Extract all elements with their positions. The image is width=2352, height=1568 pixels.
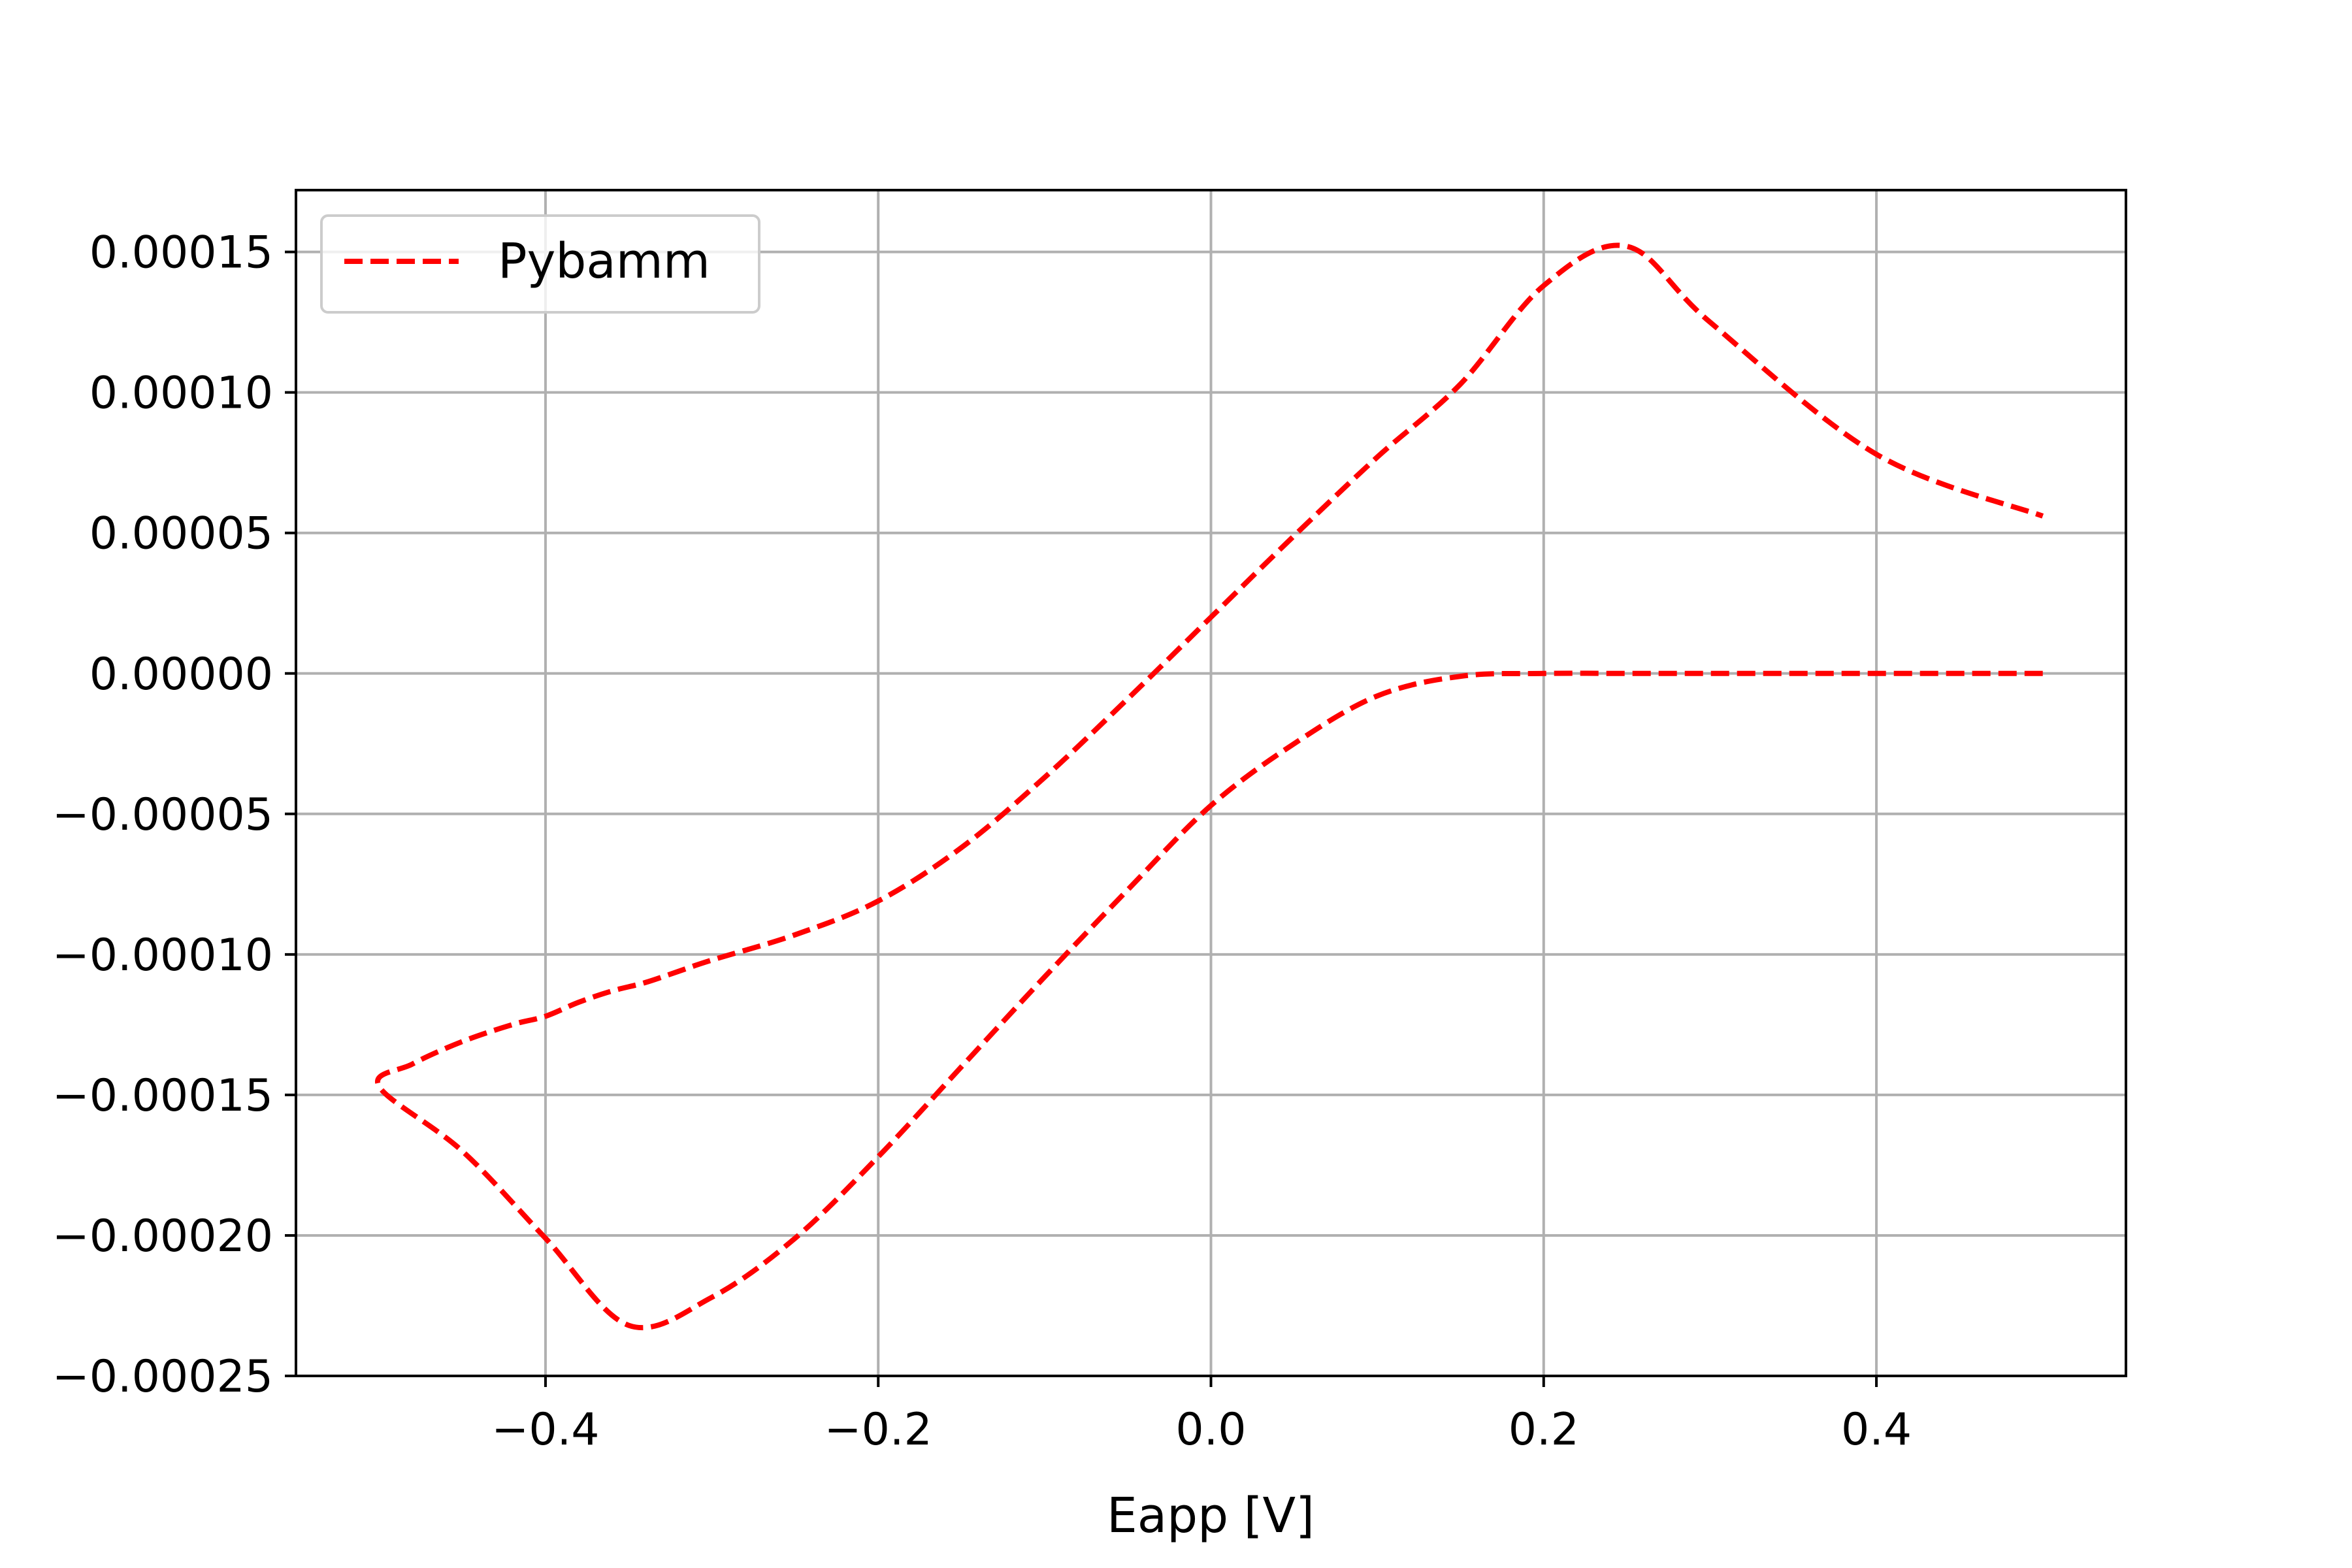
- y-tick-label: −0.00005: [52, 789, 273, 841]
- y-tick-label: −0.00020: [52, 1211, 273, 1262]
- ticks: −0.4 −0.2 0.0 0.2 0.4 0.00015 0.00010 0.00005 0.…: [52, 227, 1912, 1456]
- legend-box: [320, 214, 760, 314]
- series-line-pybamm: [375, 242, 2044, 1331]
- y-tick-label: −0.00015: [52, 1070, 273, 1122]
- y-tick-label: −0.00025: [52, 1351, 273, 1403]
- x-tick-label: −0.2: [825, 1404, 932, 1456]
- x-axis-title: Eapp [V]: [1107, 1488, 1315, 1544]
- legend-label-pybamm: Pybamm: [498, 233, 710, 289]
- legend: Pybamm: [320, 214, 760, 314]
- x-tick-label: 0.0: [1175, 1404, 1246, 1456]
- x-tick-label: −0.4: [491, 1404, 599, 1456]
- x-tick-label: 0.4: [1841, 1404, 1912, 1456]
- plot-area-frame: [295, 189, 2127, 1377]
- y-tick-label: 0.00000: [90, 649, 273, 700]
- y-tick-label: 0.00005: [90, 508, 273, 560]
- y-tick-label: 0.00015: [90, 227, 273, 279]
- data-series: [375, 242, 2044, 1331]
- y-tick-label: 0.00010: [90, 368, 273, 419]
- y-tick-label: −0.00010: [52, 930, 273, 981]
- x-tick-label: 0.2: [1509, 1404, 1579, 1456]
